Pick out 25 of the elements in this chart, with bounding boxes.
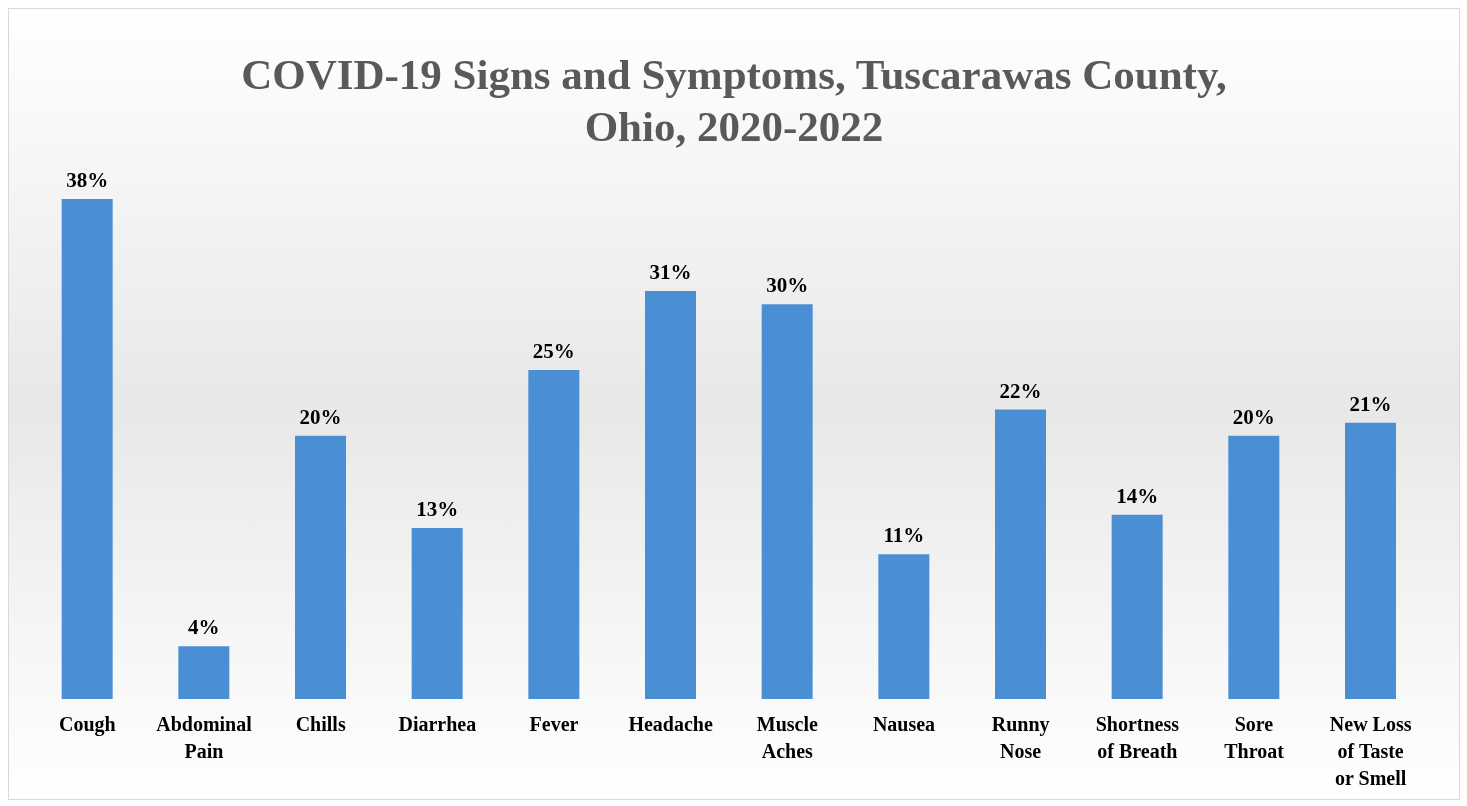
data-label: 31% (649, 260, 692, 285)
x-tick-label: Diarrhea (398, 713, 477, 735)
x-tick-label: Nausea (872, 713, 936, 735)
data-label: 20% (1232, 404, 1275, 429)
data-label: 21% (1349, 391, 1392, 416)
x-tick-label: Sore Throat (1224, 713, 1285, 762)
data-label: 14% (1116, 483, 1159, 508)
data-label: 13% (416, 496, 459, 521)
data-label: 20% (299, 404, 342, 429)
data-label: 30% (766, 273, 809, 298)
data-label: 25% (532, 339, 575, 364)
x-tick-label: Runny Nose (991, 713, 1050, 762)
x-tick-label: Muscle Aches (756, 713, 818, 762)
x-tick-label: Fever (529, 713, 579, 735)
x-tick-label: Shortness of Breath (1095, 713, 1180, 762)
data-label: 38% (66, 168, 109, 192)
x-tick-label: Cough (58, 713, 116, 736)
x-tick-label: New Loss of Taste or Smell (1329, 713, 1412, 789)
data-label: 22% (999, 378, 1042, 403)
x-tick-label: Headache (628, 713, 713, 735)
data-label: 11% (883, 523, 925, 548)
data-label: 4% (188, 615, 220, 640)
x-tick-label: Abdominal Pain (156, 713, 253, 762)
x-tick-label: Chills (295, 713, 346, 735)
chart-title: COVID-19 Signs and Symptoms, Tuscarawas County, Ohio, 2020-2022 (240, 50, 1228, 152)
